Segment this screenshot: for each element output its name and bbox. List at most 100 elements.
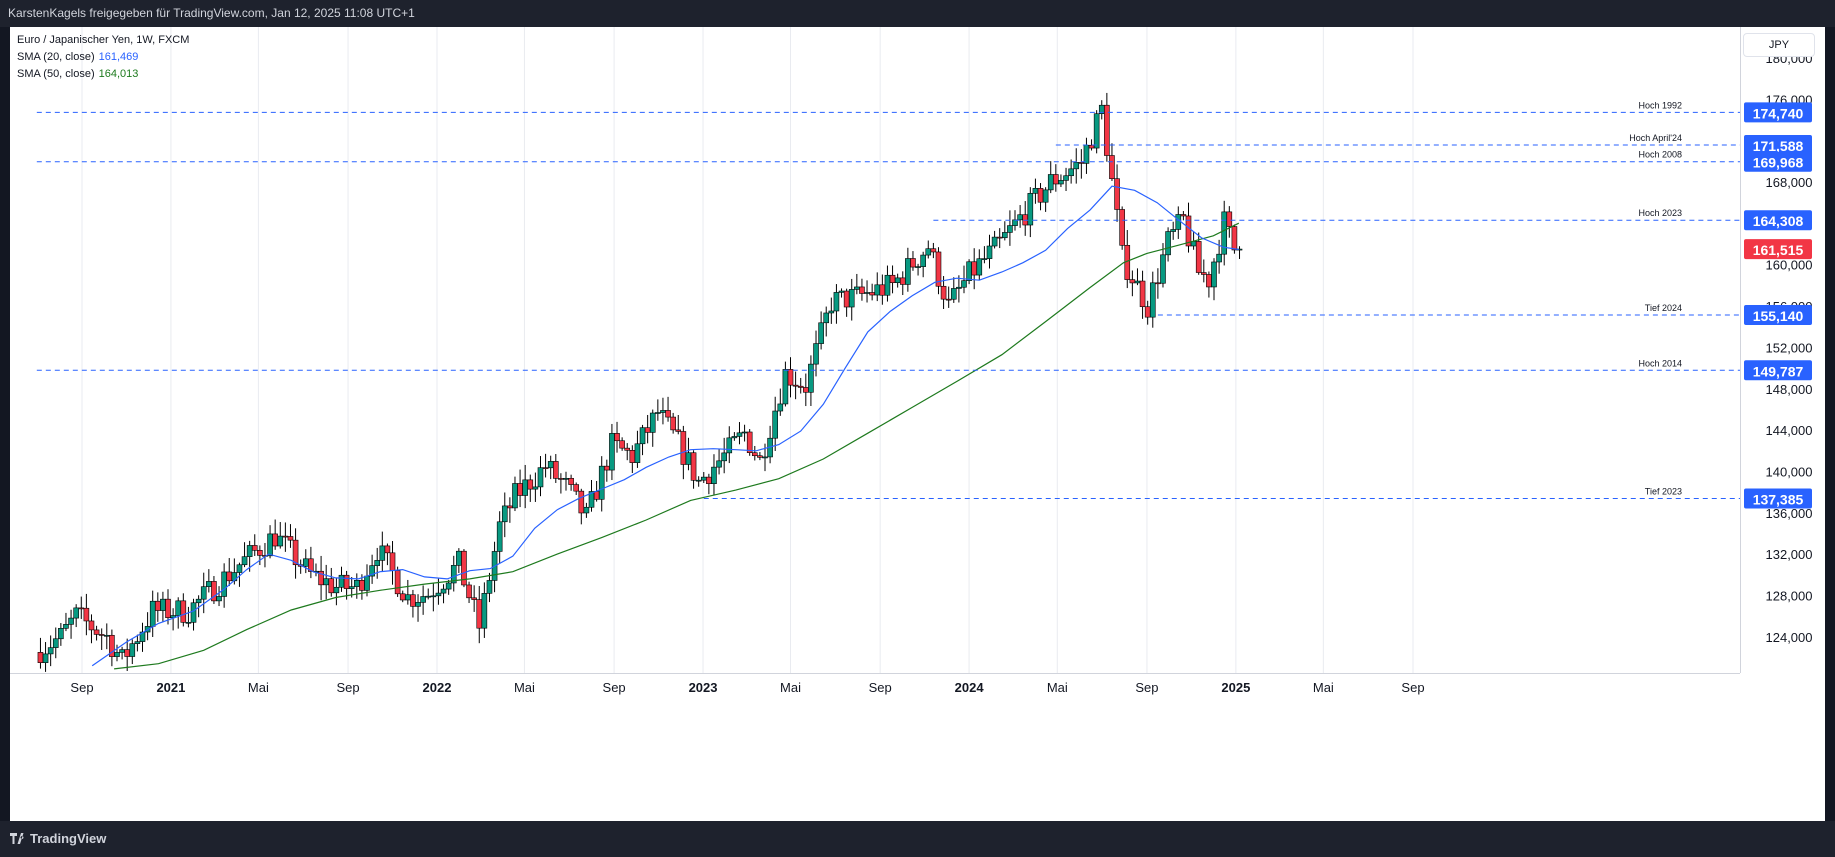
candle-body[interactable]	[864, 292, 870, 294]
candle-body[interactable]	[1017, 214, 1023, 221]
candle-body[interactable]	[486, 580, 493, 594]
candle-body[interactable]	[160, 598, 166, 611]
candle-body[interactable]	[976, 258, 983, 276]
candle-body[interactable]	[619, 440, 625, 449]
candle-body[interactable]	[813, 343, 819, 365]
candle-body[interactable]	[328, 578, 335, 594]
candle-body[interactable]	[405, 594, 411, 601]
candle-body[interactable]	[114, 652, 120, 657]
candle-body[interactable]	[777, 403, 784, 412]
candle-body[interactable]	[1083, 144, 1090, 164]
candle-body[interactable]	[410, 594, 416, 607]
candle-body[interactable]	[634, 443, 641, 463]
candle-body[interactable]	[68, 617, 74, 625]
candle-body[interactable]	[507, 505, 513, 509]
candle-body[interactable]	[149, 600, 156, 627]
candle-body[interactable]	[986, 245, 993, 259]
candle-body[interactable]	[1007, 225, 1013, 233]
candle-body[interactable]	[379, 545, 386, 561]
candle-body[interactable]	[399, 593, 406, 601]
candle-body[interactable]	[1170, 229, 1176, 232]
candle-body[interactable]	[63, 624, 69, 629]
candle-body[interactable]	[277, 535, 284, 547]
candle-body[interactable]	[614, 433, 620, 442]
candle-body[interactable]	[889, 274, 896, 284]
candle-body[interactable]	[1226, 211, 1233, 227]
candle-body[interactable]	[1201, 272, 1207, 275]
candle-body[interactable]	[124, 649, 130, 657]
candle-body[interactable]	[593, 491, 600, 500]
candle-body[interactable]	[318, 570, 324, 586]
candle-body[interactable]	[604, 465, 610, 471]
candle-body[interactable]	[109, 634, 115, 657]
candle-body[interactable]	[42, 653, 49, 663]
candle-body[interactable]	[695, 479, 702, 482]
candle-body[interactable]	[52, 638, 59, 648]
candle-body[interactable]	[1155, 282, 1161, 285]
candle-body[interactable]	[971, 261, 977, 276]
candle-body[interactable]	[512, 483, 518, 509]
candle-body[interactable]	[609, 433, 615, 471]
candle-body[interactable]	[471, 597, 477, 600]
candle-body[interactable]	[859, 286, 865, 294]
candle-body[interactable]	[823, 312, 830, 324]
candle-body[interactable]	[456, 550, 462, 566]
candle-body[interactable]	[190, 602, 197, 623]
candle-body[interactable]	[155, 600, 161, 611]
candle-body[interactable]	[950, 288, 957, 300]
candle-body[interactable]	[711, 466, 717, 484]
candle-body[interactable]	[848, 289, 855, 308]
candle-body[interactable]	[573, 484, 580, 492]
candle-body[interactable]	[47, 647, 54, 655]
candle-body[interactable]	[103, 634, 110, 637]
candle-body[interactable]	[1221, 211, 1228, 255]
candle-body[interactable]	[1149, 282, 1156, 318]
sma50-line[interactable]	[114, 222, 1240, 670]
candle-body[interactable]	[195, 598, 202, 604]
candle-body[interactable]	[930, 248, 937, 253]
candle-body[interactable]	[644, 427, 651, 433]
candle-body[interactable]	[369, 565, 375, 577]
candle-body[interactable]	[1114, 178, 1120, 210]
candle-body[interactable]	[726, 437, 733, 454]
candle-body[interactable]	[1195, 241, 1202, 273]
candle-body[interactable]	[1185, 215, 1192, 247]
candle-body[interactable]	[425, 595, 432, 598]
candle-body[interactable]	[808, 363, 814, 393]
candle-body[interactable]	[435, 592, 442, 597]
candle-body[interactable]	[1053, 174, 1059, 185]
candle-body[interactable]	[910, 258, 916, 268]
candle-body[interactable]	[343, 574, 350, 589]
candle-body[interactable]	[98, 634, 105, 636]
candle-body[interactable]	[292, 539, 299, 566]
candle-body[interactable]	[542, 467, 549, 469]
candle-body[interactable]	[338, 574, 345, 588]
candle-body[interactable]	[690, 452, 697, 481]
candle-body[interactable]	[93, 629, 100, 635]
candle-body[interactable]	[757, 455, 763, 458]
candle-body[interactable]	[359, 580, 365, 591]
candle-body[interactable]	[466, 584, 472, 599]
candle-body[interactable]	[956, 286, 962, 289]
candle-body[interactable]	[1078, 162, 1085, 164]
candle-body[interactable]	[354, 580, 360, 587]
candle-body[interactable]	[1134, 280, 1141, 284]
candle-body[interactable]	[165, 598, 171, 618]
candle-body[interactable]	[73, 607, 79, 619]
candle-body[interactable]	[389, 552, 396, 571]
candle-body[interactable]	[211, 581, 217, 602]
candle-body[interactable]	[706, 476, 712, 484]
candle-body[interactable]	[961, 280, 967, 288]
candle-body[interactable]	[1002, 232, 1008, 239]
candle-body[interactable]	[792, 384, 799, 387]
candle-body[interactable]	[1093, 113, 1100, 149]
candle-body[interactable]	[323, 578, 329, 586]
candle-body[interactable]	[236, 564, 243, 573]
candle-body[interactable]	[787, 369, 794, 386]
candle-body[interactable]	[287, 536, 294, 541]
candle-body[interactable]	[629, 450, 636, 463]
price-chart[interactable]: Sep 2021 Mai Sep 2022 Mai Sep 2023 Mai Sep 2024 Mai…	[10, 27, 1825, 821]
candle-body[interactable]	[78, 607, 85, 610]
candle-body[interactable]	[1211, 261, 1217, 288]
candle-body[interactable]	[246, 545, 253, 557]
